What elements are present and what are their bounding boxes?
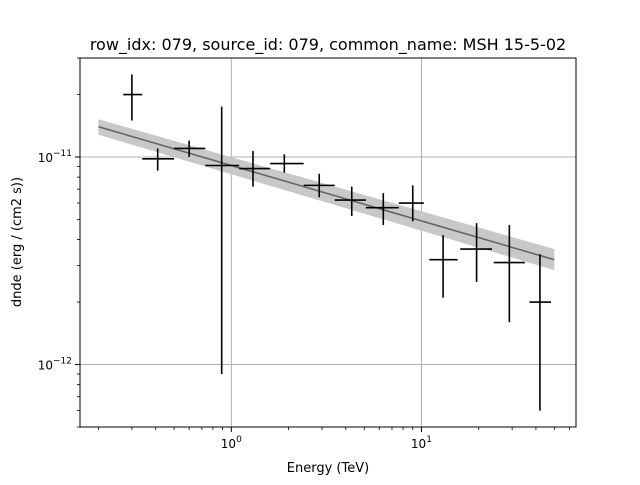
data-point [174,140,206,158]
data-point [460,223,492,282]
data-points-layer [123,74,551,411]
data-point [529,254,551,411]
y-axis-label: dnde (erg / (cm2 s)) [10,177,25,307]
data-point [123,74,143,121]
data-point [398,185,424,222]
x-tick-label: 101 [411,435,432,451]
x-axis-label: Energy (TeV) [287,461,369,476]
data-point [205,106,240,375]
model-error-band [98,119,555,271]
data-point [334,186,366,216]
y-tick-label: 10−11 [38,149,72,165]
data-point [142,148,175,171]
plot-frame [79,57,577,428]
chart-title: row_idx: 079, source_id: 079, common_nam… [90,35,566,55]
axis-ticks: 100 101 10−12 10−11 [38,57,570,451]
data-point [270,154,304,173]
data-point [303,173,335,198]
grid-lines [80,58,576,427]
data-point [239,150,271,187]
data-point [429,235,458,298]
data-point [365,193,399,226]
y-tick-label: 10−12 [38,357,72,373]
data-point [493,225,525,323]
x-tick-label: 100 [221,435,242,451]
